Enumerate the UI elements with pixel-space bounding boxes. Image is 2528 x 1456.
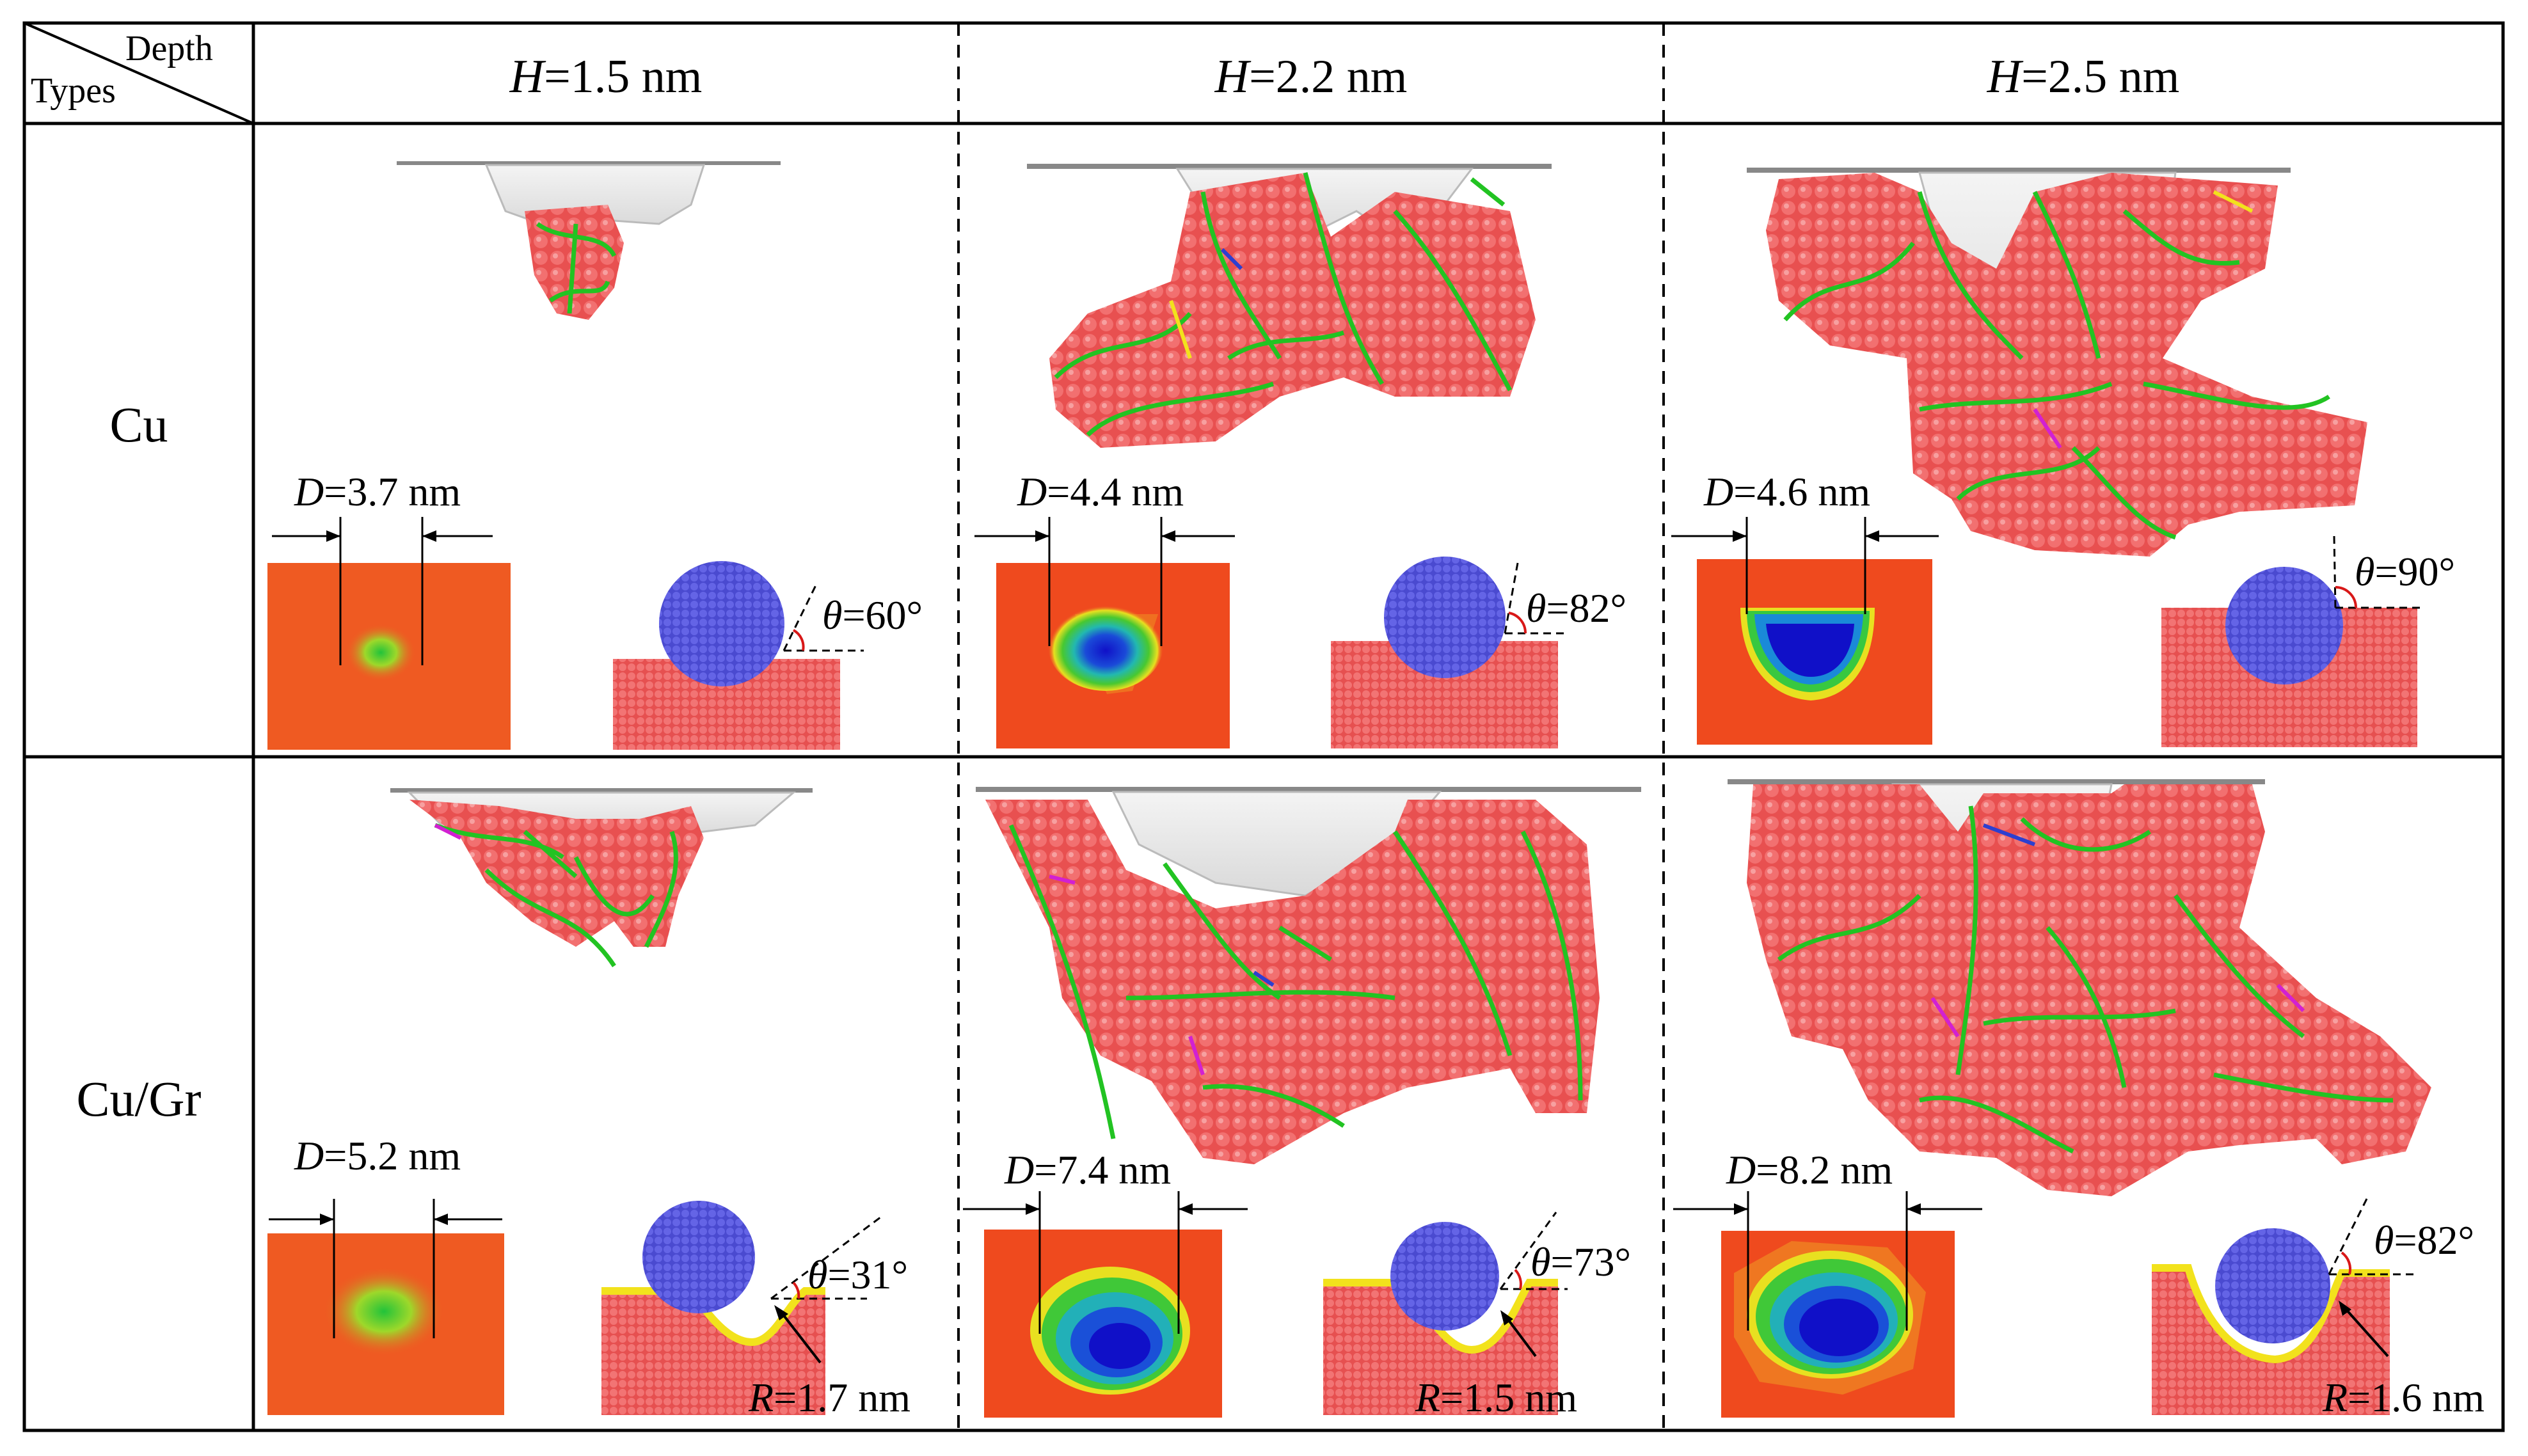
theta-label: θ=90° [2355,549,2455,594]
table-border [22,21,2505,1432]
r-label: R=1.6 nm [2322,1375,2484,1420]
row-label-cu: Cu [109,397,168,452]
cu-h2.5-dislocation-structure [1747,168,2367,557]
d-label: D=4.6 nm [1703,469,1870,514]
cu-h1.5-dislocation-structure [397,161,781,320]
corner-label-types: Types [31,71,116,111]
cu-gr-h1.5-dislocation-structure [390,788,813,967]
d-label: D=4.4 nm [1017,469,1184,514]
dislocation-lines [536,222,617,314]
theta-label: θ=73° [1530,1239,1631,1285]
d-label: D=7.4 nm [1004,1147,1171,1192]
cu-h1.5-insets: D=3.7 nm θ=60° [267,469,923,750]
r-label: R=1.5 nm [1415,1375,1577,1420]
d-label: D=8.2 nm [1726,1147,1893,1192]
corner-label-depth: Depth [125,29,213,68]
cu-gr-h2.2-insets: D=7.4 nm θ=73° R=1.5 nm [963,1147,1631,1420]
cu-gr-h1.5-insets: D=5.2 nm θ=31° R=1.7 nm [267,1133,910,1420]
theta-label: θ=82° [1526,585,1626,631]
d-label: D=3.7 nm [294,469,461,514]
indenter-sphere [659,561,784,686]
column-header-3: H=2.5 nm [1987,51,2180,103]
theta-label: θ=31° [807,1252,908,1297]
row-label-cu-gr: Cu/Gr [77,1071,202,1127]
corner-diagonal [24,22,254,125]
cu-h2.2-insets: D=4.4 nm θ=82° [974,469,1626,748]
theta-label: θ=82° [2374,1217,2474,1263]
cu-h2.2-dislocation-structure [1027,164,1552,448]
cross-section [601,1291,825,1415]
column-header-2: H=2.2 nm [1214,51,1408,103]
theta-label: θ=60° [822,592,923,638]
cu-gr-h2.5-insets: D=8.2 nm θ=82° R=1.6 nm [1673,1147,2484,1420]
cu-gr-h2.2-dislocation-structure [976,787,1641,1164]
table-grid [22,21,2505,1432]
column-header-1: H=1.5 nm [509,51,703,103]
cu-gr-h2.5-dislocation-structure [1728,779,2431,1196]
r-label: R=1.7 nm [748,1375,910,1420]
cu-h2.5-insets: D=4.6 nm θ=90° [1671,469,2455,747]
d-label: D=5.2 nm [294,1133,461,1178]
indenter-surface [397,161,781,165]
